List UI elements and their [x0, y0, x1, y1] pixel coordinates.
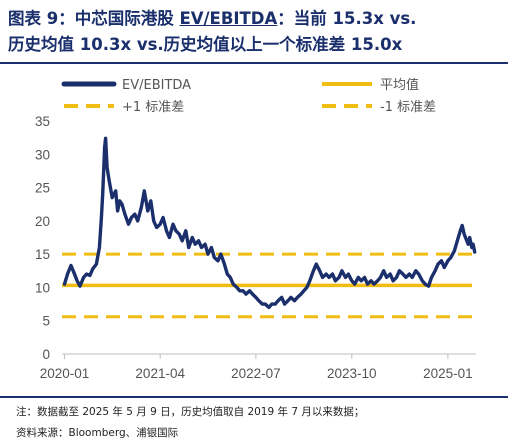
- ev-ebitda-line: [62, 136, 477, 310]
- legend: EV/EBITDA 平均值 +1 标准差 -1 标准差: [61, 77, 436, 115]
- bottom-divider: [0, 396, 508, 398]
- title-rest: ：当前 15.3x vs.: [277, 9, 417, 28]
- ev-ebitda-chart: EV/EBITDA 平均值 +1 标准差 -1 标准差 0 5 10 15 20 25 30…: [35, 77, 477, 381]
- y-tick-label: 30: [35, 147, 50, 162]
- legend-label-series: EV/EBITDA: [122, 78, 191, 93]
- legend-label-average: 平均值: [380, 77, 419, 93]
- legend-label-plus-std: +1 标准差: [122, 100, 184, 115]
- y-tick-label: 20: [35, 214, 50, 229]
- x-tick-label: 2023-10: [327, 366, 377, 381]
- y-tick-label: 10: [35, 280, 50, 295]
- x-tick-label: 2025-01: [423, 366, 473, 381]
- y-tick-label: 5: [42, 314, 50, 329]
- footnote: 注：数据截至 2025 年 5 月 9 日，历史均值取自 2019 年 7 月以…: [16, 406, 365, 418]
- series-layer: [62, 136, 477, 310]
- chart-title-line1: 图表 9：中芯国际港股 EV/EBITDA：当前 15.3x vs.: [8, 6, 504, 32]
- chart-title: 图表 9：中芯国际港股 EV/EBITDA：当前 15.3x vs. 历史均值 …: [8, 6, 504, 58]
- legend-label-minus-std: -1 标准差: [380, 100, 436, 115]
- top-divider: [0, 62, 508, 64]
- chart-title-line2: 历史均值 10.3x vs.历史均值以上一个标准差 15.0x: [8, 35, 403, 54]
- y-tick-label: 15: [35, 247, 50, 262]
- title-prefix: 图表 9：中芯国际港股: [8, 9, 180, 28]
- source-note: 资料来源：Bloomberg、浦银国际: [16, 427, 179, 439]
- x-tick-label: 2022-07: [231, 366, 281, 381]
- y-tick-label: 35: [35, 114, 50, 129]
- x-tick-label: 2021-04: [135, 366, 185, 381]
- y-tick-label: 0: [42, 347, 50, 362]
- y-axis: 0 5 10 15 20 25 30 35: [35, 114, 50, 362]
- reference-lines: [62, 252, 472, 319]
- x-axis: 2020-01 2021-04 2022-07 2023-10 2025-01: [40, 353, 476, 381]
- title-metric: EV/EBITDA: [179, 9, 278, 28]
- x-tick-label: 2020-01: [40, 366, 90, 381]
- y-tick-label: 25: [35, 181, 50, 196]
